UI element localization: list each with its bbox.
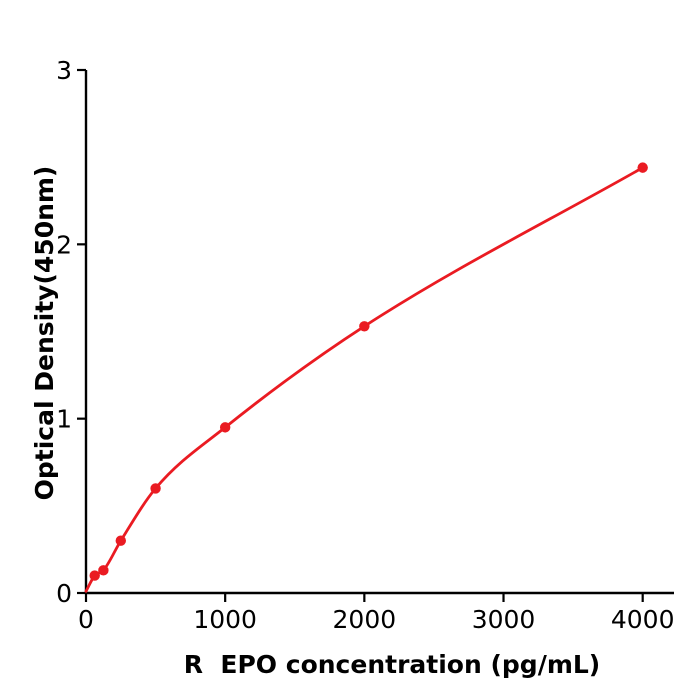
data-point — [637, 162, 648, 173]
x-tick-label: 3000 — [472, 605, 536, 634]
y-axis-label: Optical Density(450nm) — [30, 166, 59, 501]
y-tick-label: 1 — [56, 405, 72, 434]
y-tick-label: 3 — [56, 56, 72, 85]
x-tick-label: 0 — [78, 605, 94, 634]
curve-layer — [84, 162, 648, 593]
data-point — [150, 483, 161, 494]
data-point — [115, 535, 126, 546]
x-tick-label: 2000 — [333, 605, 397, 634]
y-tick-label: 2 — [56, 230, 72, 259]
y-tick-label: 0 — [56, 579, 72, 608]
data-point — [219, 422, 231, 433]
data-point — [359, 321, 370, 332]
x-tick-label: 1000 — [193, 605, 257, 634]
x-axis-label: R EPO concentration (pg/mL) — [184, 650, 600, 679]
data-point — [89, 570, 100, 581]
axes-layer: 0 1000 2000 3000 4000 0 1 2 3 — [56, 56, 674, 634]
x-tick-label: 4000 — [611, 605, 675, 634]
data-point — [98, 565, 109, 576]
fit-curve — [84, 166, 645, 593]
axis-spines — [84, 70, 674, 595]
